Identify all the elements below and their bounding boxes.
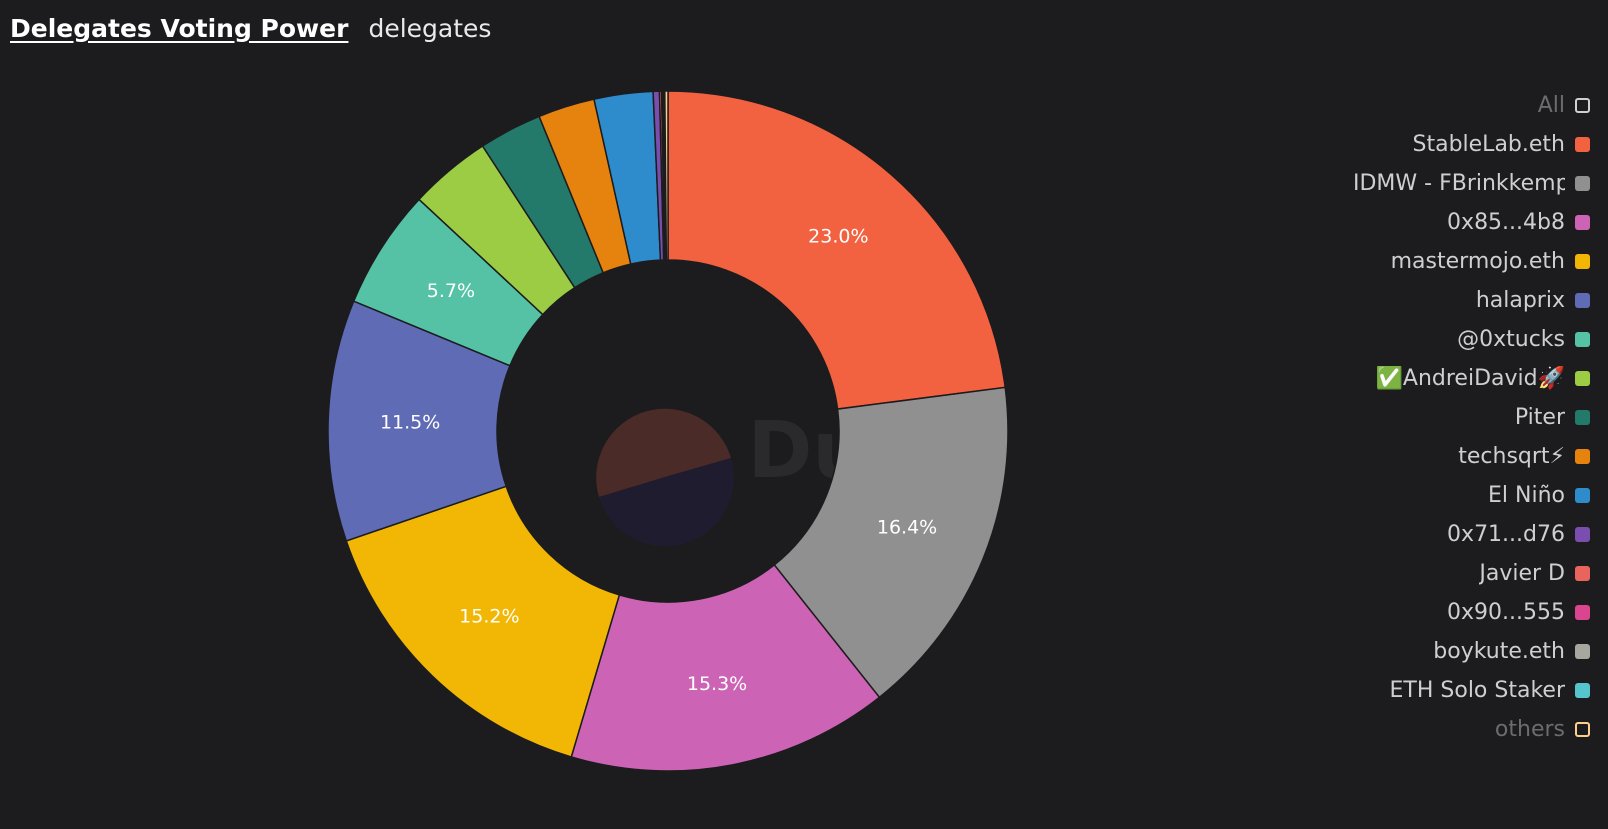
- center-logo-icon: [596, 408, 734, 547]
- legend-swatch-icon: [1575, 449, 1590, 464]
- legend-swatch-icon: [1575, 644, 1590, 659]
- legend-checkbox-icon: [1575, 98, 1590, 113]
- chart-title-link[interactable]: Delegates Voting Power: [10, 14, 349, 43]
- slice-label-idmw-fbrinkkemper: 16.4%: [877, 517, 937, 539]
- legend-swatch-icon: [1575, 527, 1590, 542]
- legend-item-mastermojo-eth[interactable]: mastermojo.eth: [1391, 242, 1590, 281]
- legend-label: ETH Solo Staker: [1389, 678, 1565, 703]
- pie-slice-idmw-fbrinkkemper[interactable]: [773, 386, 1009, 699]
- legend-item-piter[interactable]: Piter: [1515, 398, 1590, 437]
- legend-item-andreidavid[interactable]: ✅AndreiDavid🚀: [1376, 359, 1590, 398]
- legend-label: Javier D: [1479, 561, 1565, 586]
- slice-label-0x85-4b8: 15.3%: [687, 673, 747, 695]
- legend-item-javier-d[interactable]: Javier D: [1479, 554, 1590, 593]
- legend-swatch-icon: [1575, 410, 1590, 425]
- chart-legend: All StableLab.eth IDMW - FBrinkkemper 0x85.…: [1353, 86, 1590, 749]
- legend-label: IDMW - FBrinkkemper: [1353, 171, 1565, 196]
- legend-item-boykute-eth[interactable]: boykute.eth: [1433, 632, 1590, 671]
- legend-label: Piter: [1514, 405, 1565, 430]
- chart-header: Delegates Voting Power delegates: [10, 14, 491, 43]
- legend-item-stablelab-eth[interactable]: StableLab.eth: [1412, 125, 1590, 164]
- legend-label: 0x90...555: [1447, 600, 1565, 625]
- legend-label: All: [1537, 93, 1565, 118]
- legend-swatch-icon: [1575, 176, 1590, 191]
- pie-slice-stablelab-eth[interactable]: [667, 90, 1007, 410]
- legend-swatch-icon: [1575, 215, 1590, 230]
- legend-label: ✅AndreiDavid🚀: [1375, 366, 1565, 391]
- legend-item-idmw-fbrinkkemper[interactable]: IDMW - FBrinkkemper: [1353, 164, 1590, 203]
- legend-checkbox-icon: [1575, 722, 1590, 737]
- pie-slices: [327, 90, 1009, 772]
- legend-label: techsqrt⚡: [1458, 444, 1565, 469]
- legend-swatch-icon: [1575, 566, 1590, 581]
- slice-label-halaprix: 11.5%: [380, 411, 440, 433]
- legend-label: others: [1494, 717, 1565, 742]
- legend-label: mastermojo.eth: [1390, 249, 1565, 274]
- center-logo-top-icon: [596, 408, 731, 497]
- legend-swatch-icon: [1575, 254, 1590, 269]
- legend-label: @0xtucks: [1457, 327, 1565, 352]
- pie-slice-mastermojo-eth[interactable]: [345, 485, 621, 758]
- legend-item-eth-solo-staker[interactable]: ETH Solo Staker: [1390, 671, 1590, 710]
- legend-label: El Niño: [1488, 483, 1565, 508]
- legend-label: 0x71...d76: [1447, 522, 1565, 547]
- pie-slice-others[interactable]: [664, 90, 669, 261]
- slice-label-mastermojo-eth: 15.2%: [459, 606, 519, 628]
- legend-swatch-icon: [1575, 371, 1590, 386]
- legend-swatch-icon: [1575, 683, 1590, 698]
- legend-item-halaprix[interactable]: halaprix: [1476, 281, 1590, 320]
- chart-subtitle: delegates: [368, 14, 492, 43]
- legend-swatch-icon: [1575, 605, 1590, 620]
- legend-label: StableLab.eth: [1412, 132, 1566, 157]
- slice-label-0xtucks: 5.7%: [427, 280, 475, 302]
- legend-item-others[interactable]: others: [1495, 710, 1590, 749]
- legend-swatch-icon: [1575, 293, 1590, 308]
- legend-swatch-icon: [1575, 488, 1590, 503]
- legend-item-0xtucks[interactable]: @0xtucks: [1457, 320, 1590, 359]
- slice-label-stablelab-eth: 23.0%: [808, 226, 868, 248]
- legend-swatch-icon: [1575, 137, 1590, 152]
- legend-swatch-icon: [1575, 332, 1590, 347]
- legend-item-0x90-555[interactable]: 0x90...555: [1447, 593, 1590, 632]
- legend-label: halaprix: [1475, 288, 1565, 313]
- center-logo-bottom-icon: [599, 458, 734, 547]
- legend-label: 0x85...4b8: [1447, 210, 1565, 235]
- legend-item-0x85-4b8[interactable]: 0x85...4b8: [1447, 203, 1590, 242]
- pie-slice-0x85-4b8[interactable]: [570, 563, 881, 772]
- legend-item-techsqrt[interactable]: techsqrt⚡: [1458, 437, 1590, 476]
- pie-labels: 23.0% 16.4% 15.3% 15.2% 11.5% 5.7%: [380, 226, 937, 695]
- legend-label: boykute.eth: [1433, 639, 1565, 664]
- legend-item-all[interactable]: All: [1538, 86, 1590, 125]
- donut-chart: Dune 23.0%16.4%15.3%15.2%11.5%5.7%: [327, 90, 1009, 772]
- legend-item-0x71-d76[interactable]: 0x71...d76: [1447, 515, 1590, 554]
- legend-item-el-ni-o[interactable]: El Niño: [1488, 476, 1590, 515]
